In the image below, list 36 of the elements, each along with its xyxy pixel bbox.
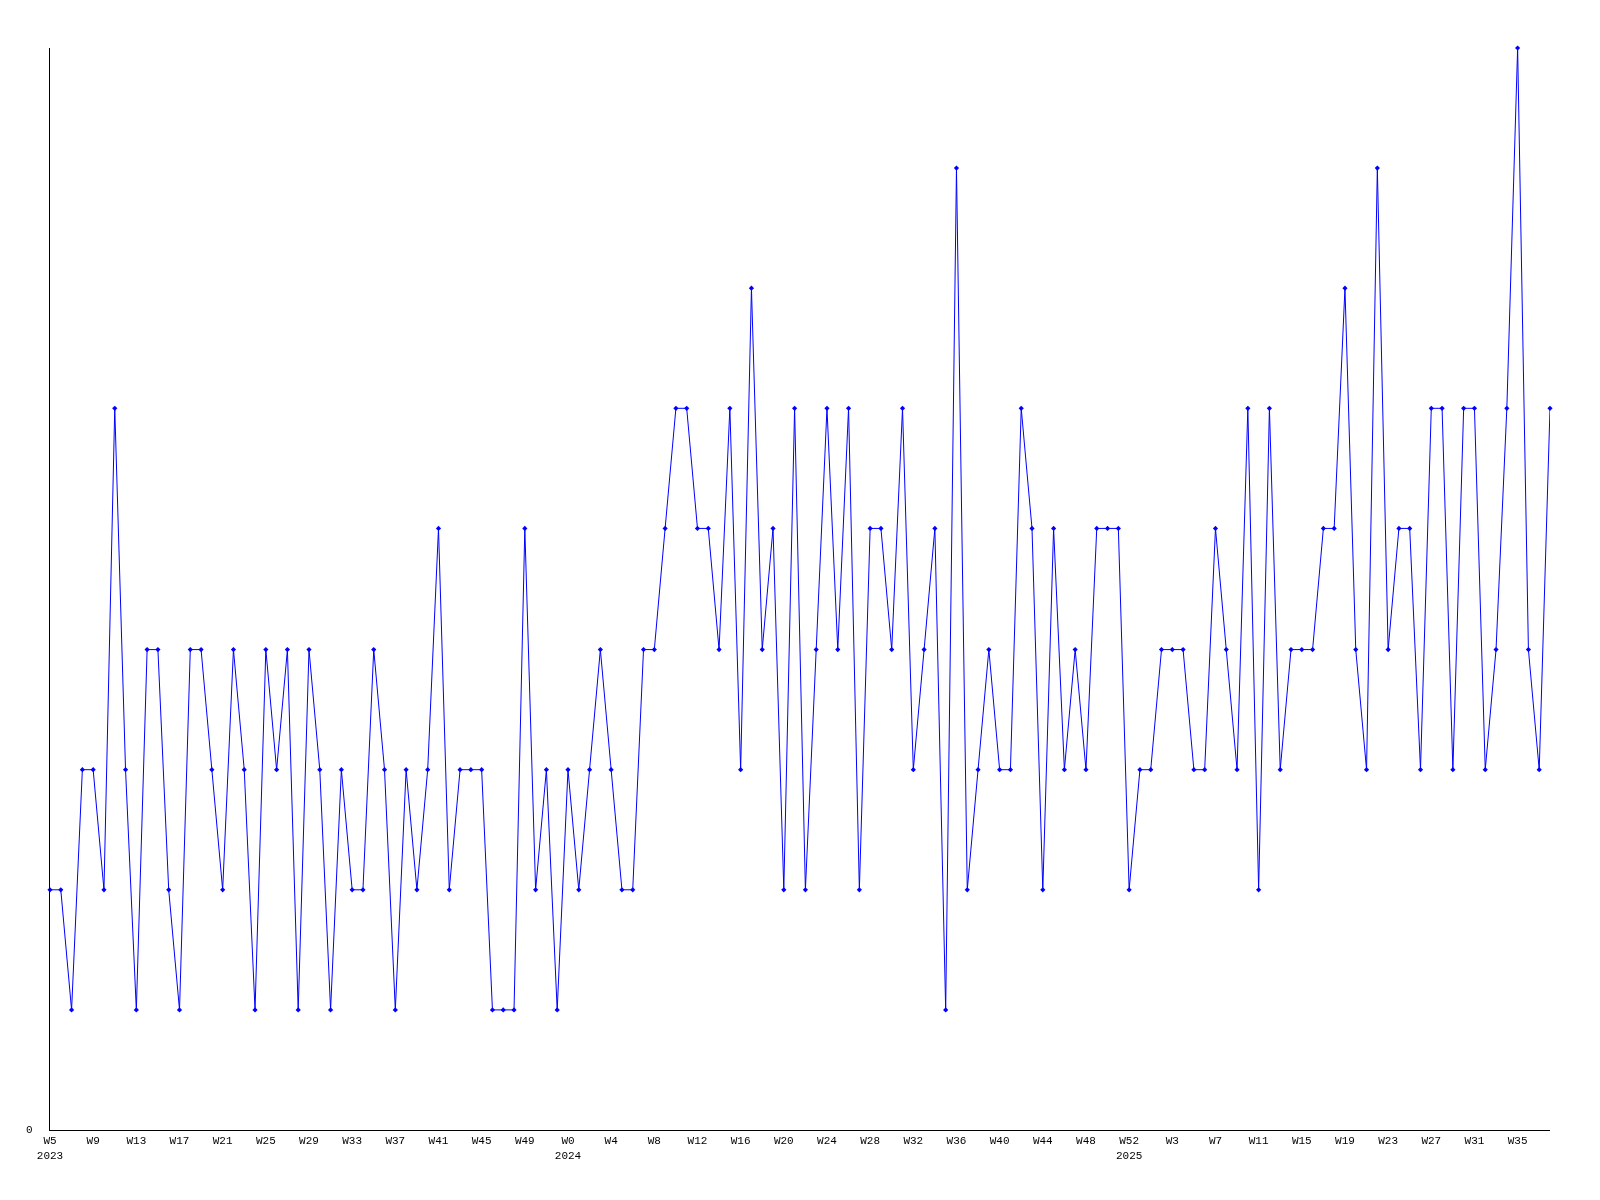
x-tick-label: W7 [1208, 1135, 1223, 1148]
x-tick-label: W24 [817, 1135, 838, 1148]
x-tick-label: W52 2025 [1115, 1135, 1143, 1162]
x-tick-label: W35 [1507, 1135, 1528, 1148]
x-tick-label: W36 [946, 1135, 967, 1148]
x-tick-label: W17 [169, 1135, 190, 1148]
x-tick-label: W31 [1464, 1135, 1485, 1148]
x-tick-label: W12 [687, 1135, 708, 1148]
x-tick-label: W27 [1421, 1135, 1442, 1148]
x-tick-label: W20 [773, 1135, 794, 1148]
x-tick-label: W0 2024 [554, 1135, 582, 1162]
x-tick-label: W48 [1076, 1135, 1096, 1148]
x-tick-label: W23 [1378, 1135, 1399, 1148]
x-tick-label: W16 [730, 1135, 751, 1148]
x-tick-label: W9 [86, 1135, 100, 1148]
x-tick-label: W28 [860, 1135, 881, 1148]
x-tick-label: W41 [428, 1135, 449, 1148]
x-tick-label: W3 [1165, 1135, 1179, 1148]
x-tick-label: W13 [126, 1135, 147, 1148]
x-tick-label: W5 2023 [36, 1135, 64, 1162]
x-tick-label: W49 [514, 1135, 535, 1148]
x-tick-label: W8 [647, 1135, 661, 1148]
x-tick-label: W21 [212, 1135, 233, 1148]
x-tick-label: W40 [989, 1135, 1010, 1148]
x-tick-label: W15 [1291, 1135, 1312, 1148]
x-tick-label: W45 [471, 1135, 492, 1148]
x-tick-label: W19 [1335, 1135, 1355, 1148]
x-tick-label: W29 [299, 1135, 319, 1148]
x-tick-label: W32 [903, 1135, 924, 1148]
x-tick-label: W4 [604, 1135, 619, 1148]
text: 0 [26, 1124, 33, 1136]
x-tick-label: W33 [342, 1135, 363, 1148]
x-tick-label: W44 [1032, 1135, 1054, 1148]
x-tick-label: W25 [255, 1135, 276, 1148]
x-tick-label: W11 [1248, 1135, 1269, 1148]
x-tick-label: W37 [385, 1135, 406, 1148]
